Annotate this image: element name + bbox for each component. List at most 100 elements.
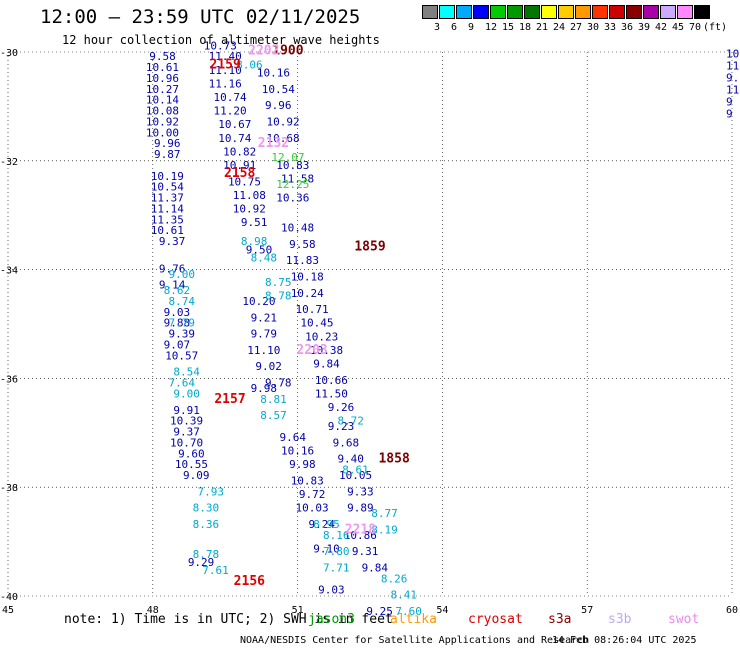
wave-height-value: 9.2	[726, 71, 740, 84]
wave-height-value: 9	[726, 107, 733, 120]
wave-height-value: 8.81	[260, 393, 287, 406]
y-tick-label: -40	[0, 592, 18, 603]
legend-label: 15	[502, 22, 515, 33]
wave-height-value: 9.26	[328, 401, 355, 414]
legend-label: 33	[604, 22, 617, 33]
wave-height-value: 8.77	[371, 507, 398, 520]
legend-swatch	[524, 5, 540, 19]
legend-swatch	[694, 5, 710, 19]
wave-height-value: 9.37	[159, 235, 186, 248]
wave-height-value: 10.55	[175, 458, 208, 471]
pass-time-label: 1900	[272, 44, 303, 59]
wave-height-value: 10.19	[151, 170, 184, 183]
pass-time-label: 2132	[258, 136, 289, 151]
wave-height-value: 9.09	[183, 469, 210, 482]
wave-height-value: 9.88	[164, 317, 191, 330]
wave-height-value: 10.14	[146, 94, 179, 107]
wave-height-value: 9.00	[173, 387, 200, 400]
wave-height-value: 9.50	[246, 243, 273, 256]
wave-height-value: 10.08	[146, 105, 179, 118]
wave-height-value: 10.86	[344, 529, 377, 542]
wave-height-value: 9.24	[308, 518, 335, 531]
pass-time-label: 2218	[345, 522, 376, 537]
wave-height-value: 10.67	[218, 118, 251, 131]
wave-height-value: 10.92	[146, 115, 179, 128]
wave-height-value: 9.79	[251, 328, 278, 341]
wave-height-value: 8.54	[173, 366, 200, 379]
wave-height-value: 9.51	[241, 216, 268, 229]
wave-height-value: 11.83	[286, 254, 319, 267]
wave-height-value: 8.26	[381, 572, 408, 585]
wave-height-value: 10.48	[281, 222, 314, 235]
pass-time-label: 2158	[224, 166, 255, 181]
wave-height-value: 9.64	[280, 431, 307, 444]
wave-height-value: 9.98	[289, 458, 316, 471]
wave-height-value: 9.29	[188, 556, 215, 569]
wave-height-value: 10.83	[276, 159, 309, 172]
wave-height-value: 10.92	[267, 115, 300, 128]
wave-height-value: 10.71	[296, 303, 329, 316]
pass-time-label: 2156	[234, 574, 265, 589]
wave-height-value: 11.7	[726, 59, 740, 72]
wave-height-value: 8.75	[265, 276, 292, 289]
satellite-label-altika: altika	[390, 612, 437, 627]
legend-swatch	[626, 5, 642, 19]
wave-height-value: 7.60	[395, 605, 422, 618]
wave-height-value: 9.84	[362, 562, 389, 575]
satellite-label-cryosat: cryosat	[468, 612, 523, 627]
wave-height-value: 8.95	[313, 518, 340, 531]
legend-unit: (ft)	[703, 22, 728, 33]
wave-height-value: 9	[726, 95, 733, 108]
wave-height-value: 9.40	[337, 453, 364, 466]
wave-height-value: 8.57	[260, 409, 287, 422]
wave-height-value: 10.92	[233, 202, 266, 215]
y-tick-label: -36	[0, 374, 18, 385]
wave-height-value: 10.27	[146, 83, 179, 96]
wave-height-value: 12.07	[271, 151, 304, 164]
wave-height-value: 8.72	[337, 415, 364, 428]
legend-swatch	[473, 5, 489, 19]
legend-label: 45	[672, 22, 685, 33]
wave-height-value: 9.68	[333, 436, 360, 449]
legend-label: 18	[519, 22, 532, 33]
legend-label: 12	[485, 22, 498, 33]
wave-height-value: 9.91	[173, 404, 200, 417]
wave-height-value: 11.20	[213, 105, 246, 118]
x-tick-label: 45	[2, 605, 14, 616]
legend-swatch	[490, 5, 506, 19]
wave-height-value: 10.54	[262, 83, 295, 96]
legend-swatch	[439, 5, 455, 19]
satellite-label-s3b: s3b	[608, 612, 632, 627]
wave-height-value: 8.41	[391, 589, 418, 602]
wave-height-value: 10.03	[296, 502, 329, 515]
wave-height-value: 9.23	[328, 420, 355, 433]
wave-height-value: 10.82	[223, 145, 256, 158]
y-tick-label: -32	[0, 157, 18, 168]
wave-height-value: 11.50	[315, 387, 348, 400]
wave-height-value: 7.80	[323, 545, 350, 558]
wave-height-value: 9.10	[313, 542, 340, 555]
legend-label: 27	[570, 22, 583, 33]
wave-height-value: 11	[726, 83, 739, 96]
chart-title: 12:00 — 23:59 UTC 02/11/2025	[40, 6, 361, 28]
wave-height-value: 10.66	[315, 374, 348, 387]
wave-height-value: 10.70	[170, 436, 203, 449]
wave-height-value: 8.36	[193, 518, 220, 531]
y-tick-label: -34	[0, 266, 18, 277]
legend-label: 3	[434, 22, 441, 33]
x-tick-label: 51	[292, 605, 304, 616]
legend-swatch	[558, 5, 574, 19]
wave-height-value: 10.74	[213, 91, 246, 104]
wave-height-value: 9.96	[265, 99, 292, 112]
wave-height-value: 7.71	[323, 562, 350, 575]
wave-height-value: 9.98	[251, 382, 278, 395]
wave-height-value: 9.03	[318, 583, 345, 596]
wave-height-value: 7.79	[169, 317, 196, 330]
wave-height-value: 11.16	[209, 77, 242, 90]
x-tick-label: 48	[147, 605, 159, 616]
wave-height-value: 8.98	[241, 235, 268, 248]
x-tick-label: 54	[436, 605, 448, 616]
x-tick-label: 60	[726, 605, 738, 616]
pass-time-label: 2203	[296, 343, 327, 358]
